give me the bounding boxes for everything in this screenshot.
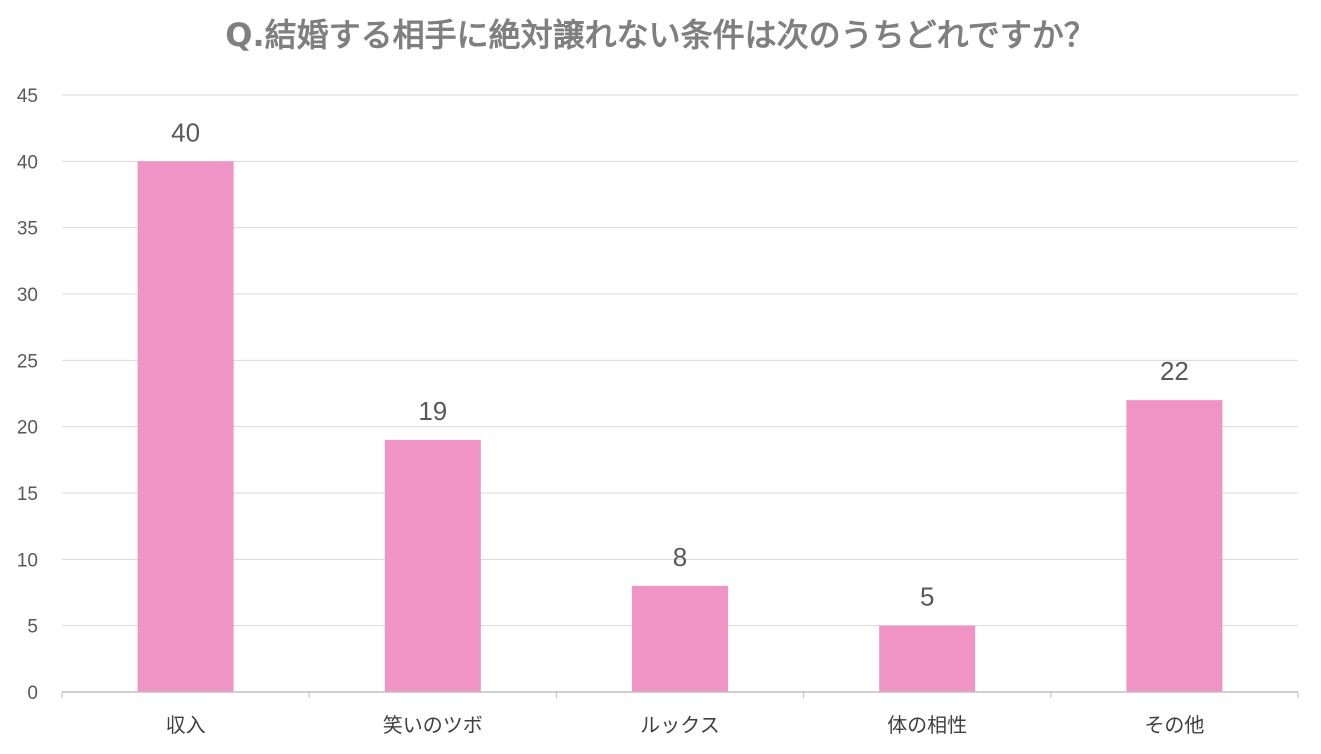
bar	[879, 625, 976, 692]
data-labels: 40 19 8 5 22	[171, 117, 1189, 611]
bar	[137, 161, 234, 693]
y-axis-tick-labels: 0 5 10 15 20 25 30 35 40 45	[17, 86, 38, 704]
y-tick-label: 30	[17, 285, 38, 306]
data-label: 19	[418, 396, 447, 426]
data-label: 40	[171, 117, 200, 147]
gridlines	[62, 94, 1298, 627]
y-tick-label: 20	[17, 418, 38, 439]
y-tick-label: 45	[17, 86, 38, 107]
category-label: 笑いのツボ	[383, 713, 483, 737]
y-tick-label: 5	[27, 617, 38, 638]
bar	[632, 585, 728, 692]
x-axis-category-labels: 収入 笑いのツボ ルックス 体の相性 その他	[166, 713, 1205, 737]
category-label: 収入	[166, 713, 206, 737]
category-label: その他	[1144, 713, 1204, 737]
x-axis	[61, 691, 1299, 698]
chart-title: Q.結婚する相手に絶対譲れない条件は次のうちどれですか？	[225, 16, 1096, 54]
y-tick-label: 15	[17, 484, 38, 505]
category-label: 体の相性	[887, 713, 967, 737]
y-tick-label: 10	[17, 550, 38, 571]
category-label: ルックス	[640, 713, 719, 737]
y-tick-label: 0	[27, 683, 38, 704]
y-tick-label: 35	[17, 219, 38, 240]
bar	[384, 439, 481, 692]
y-tick-label: 25	[17, 351, 38, 372]
y-tick-label: 40	[17, 152, 38, 173]
bar	[1126, 400, 1223, 692]
bars	[137, 161, 1223, 693]
data-label: 8	[673, 542, 687, 572]
data-label: 22	[1160, 356, 1189, 386]
data-label: 5	[920, 582, 934, 612]
